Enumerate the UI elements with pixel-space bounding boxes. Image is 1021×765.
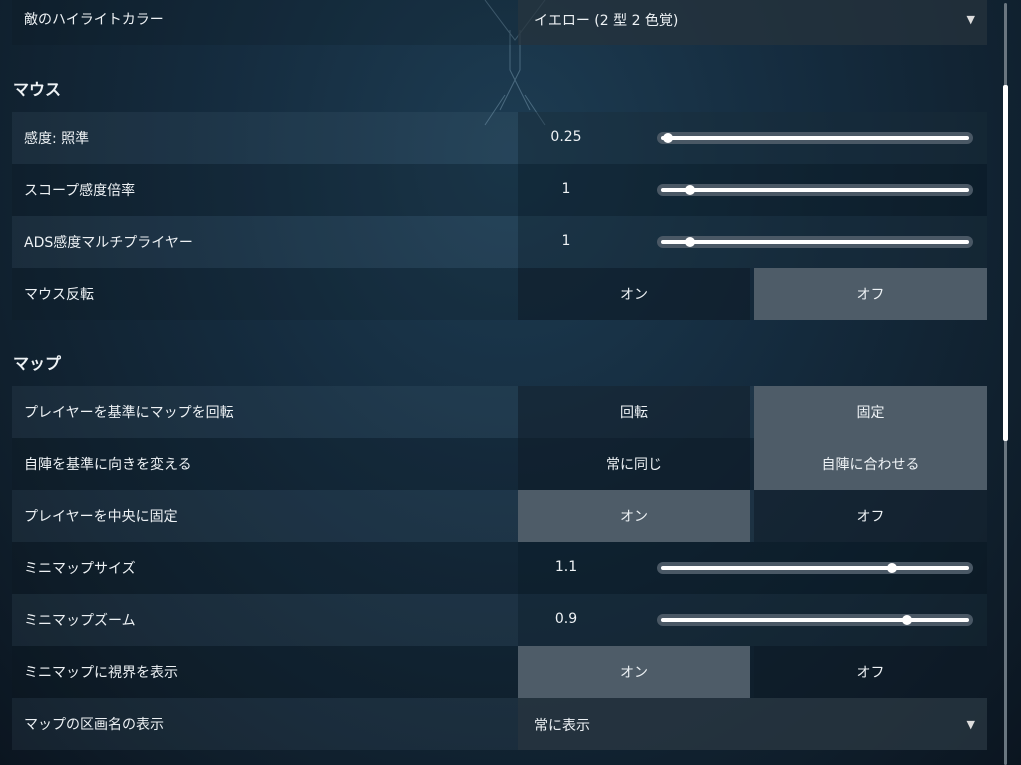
slider-control: 1 [518,164,987,216]
slider-control: 0.25 [518,112,987,164]
toggle-option[interactable]: オン [518,268,750,320]
setting-row: ミニマップズーム 0.9 [12,594,987,646]
dropdown-value: イエロー (2 型 2 色覚) [534,13,679,29]
toggle-option[interactable]: オフ [754,490,987,542]
slider-control: 0.9 [518,594,987,646]
setting-label: ミニマップに視界を表示 [24,665,178,681]
setting-row: マウス反転 オン オフ [12,268,987,320]
setting-label: ADS感度マルチプライヤー [24,235,193,251]
setting-label: プレイヤーを中央に固定 [24,509,178,525]
dropdown[interactable]: 常に表示 ▼ [518,698,987,750]
slider-thumb[interactable] [663,133,674,143]
slider-thumb[interactable] [684,185,695,195]
toggle-option[interactable]: オン [518,490,750,542]
slider-line [661,566,969,570]
slider-line [661,188,969,192]
setting-row: スコープ感度倍率 1 [12,164,987,216]
slider-control: 1.1 [518,542,987,594]
setting-row: プレイヤーを基準にマップを回転 回転 固定 [12,386,987,438]
scrollbar-thumb[interactable] [1003,85,1008,441]
setting-row: マップの区画名の表示 常に表示 ▼ [12,698,987,750]
slider-track[interactable] [657,132,973,144]
toggle-option[interactable]: オフ [754,268,987,320]
toggle-option[interactable]: 常に同じ [518,438,750,490]
toggle-group: オン オフ [518,646,987,698]
setting-row-enemy-highlight-color: 敵のハイライトカラー イエロー (2 型 2 色覚) ▼ [12,0,987,45]
setting-row: ミニマップに視界を表示 オン オフ [12,646,987,698]
toggle-option[interactable]: オフ [754,646,987,698]
slider-thumb[interactable] [684,237,695,247]
toggle-group: 常に同じ 自陣に合わせる [518,438,987,490]
setting-label: プレイヤーを基準にマップを回転 [24,405,234,421]
slider-line [661,240,969,244]
setting-label: 感度: 照準 [24,131,90,147]
toggle-option[interactable]: 固定 [754,386,987,438]
section-title: マップ [13,354,62,373]
setting-label: ミニマップズーム [24,613,136,629]
setting-label: スコープ感度倍率 [24,183,136,199]
toggle-group: オン オフ [518,268,987,320]
caret-down-icon: ▼ [966,13,975,26]
setting-label: 敵のハイライトカラー [24,12,164,28]
setting-row: ADS感度マルチプライヤー 1 [12,216,987,268]
slider-value: 1 [561,181,571,197]
setting-row: 自陣を基準に向きを変える 常に同じ 自陣に合わせる [12,438,987,490]
slider-thumb[interactable] [901,615,912,625]
slider-track[interactable] [657,614,973,626]
setting-label: 自陣を基準に向きを変える [24,457,192,473]
section-title: マウス [13,80,62,99]
slider-track[interactable] [657,562,973,574]
slider-track[interactable] [657,236,973,248]
toggle-option[interactable]: 回転 [518,386,750,438]
dropdown-value: 常に表示 [534,718,590,734]
slider-value: 0.9 [554,611,578,627]
setting-label: マウス反転 [24,287,94,303]
slider-track[interactable] [657,184,973,196]
slider-value: 0.25 [550,129,582,145]
toggle-group: オン オフ [518,490,987,542]
setting-label: マップの区画名の表示 [24,717,164,733]
setting-label: ミニマップサイズ [24,561,136,577]
caret-down-icon: ▼ [966,718,975,731]
toggle-option[interactable]: オン [518,646,750,698]
toggle-option[interactable]: 自陣に合わせる [754,438,987,490]
slider-control: 1 [518,216,987,268]
setting-row: ミニマップサイズ 1.1 [12,542,987,594]
setting-row: プレイヤーを中央に固定 オン オフ [12,490,987,542]
slider-thumb[interactable] [886,563,897,573]
slider-value: 1.1 [554,559,578,575]
toggle-group: 回転 固定 [518,386,987,438]
slider-value: 1 [561,233,571,249]
enemy-highlight-color-dropdown[interactable]: イエロー (2 型 2 色覚) ▼ [518,0,987,45]
slider-line [661,136,969,140]
setting-row: 感度: 照準 0.25 [12,112,987,164]
slider-line [661,618,969,622]
